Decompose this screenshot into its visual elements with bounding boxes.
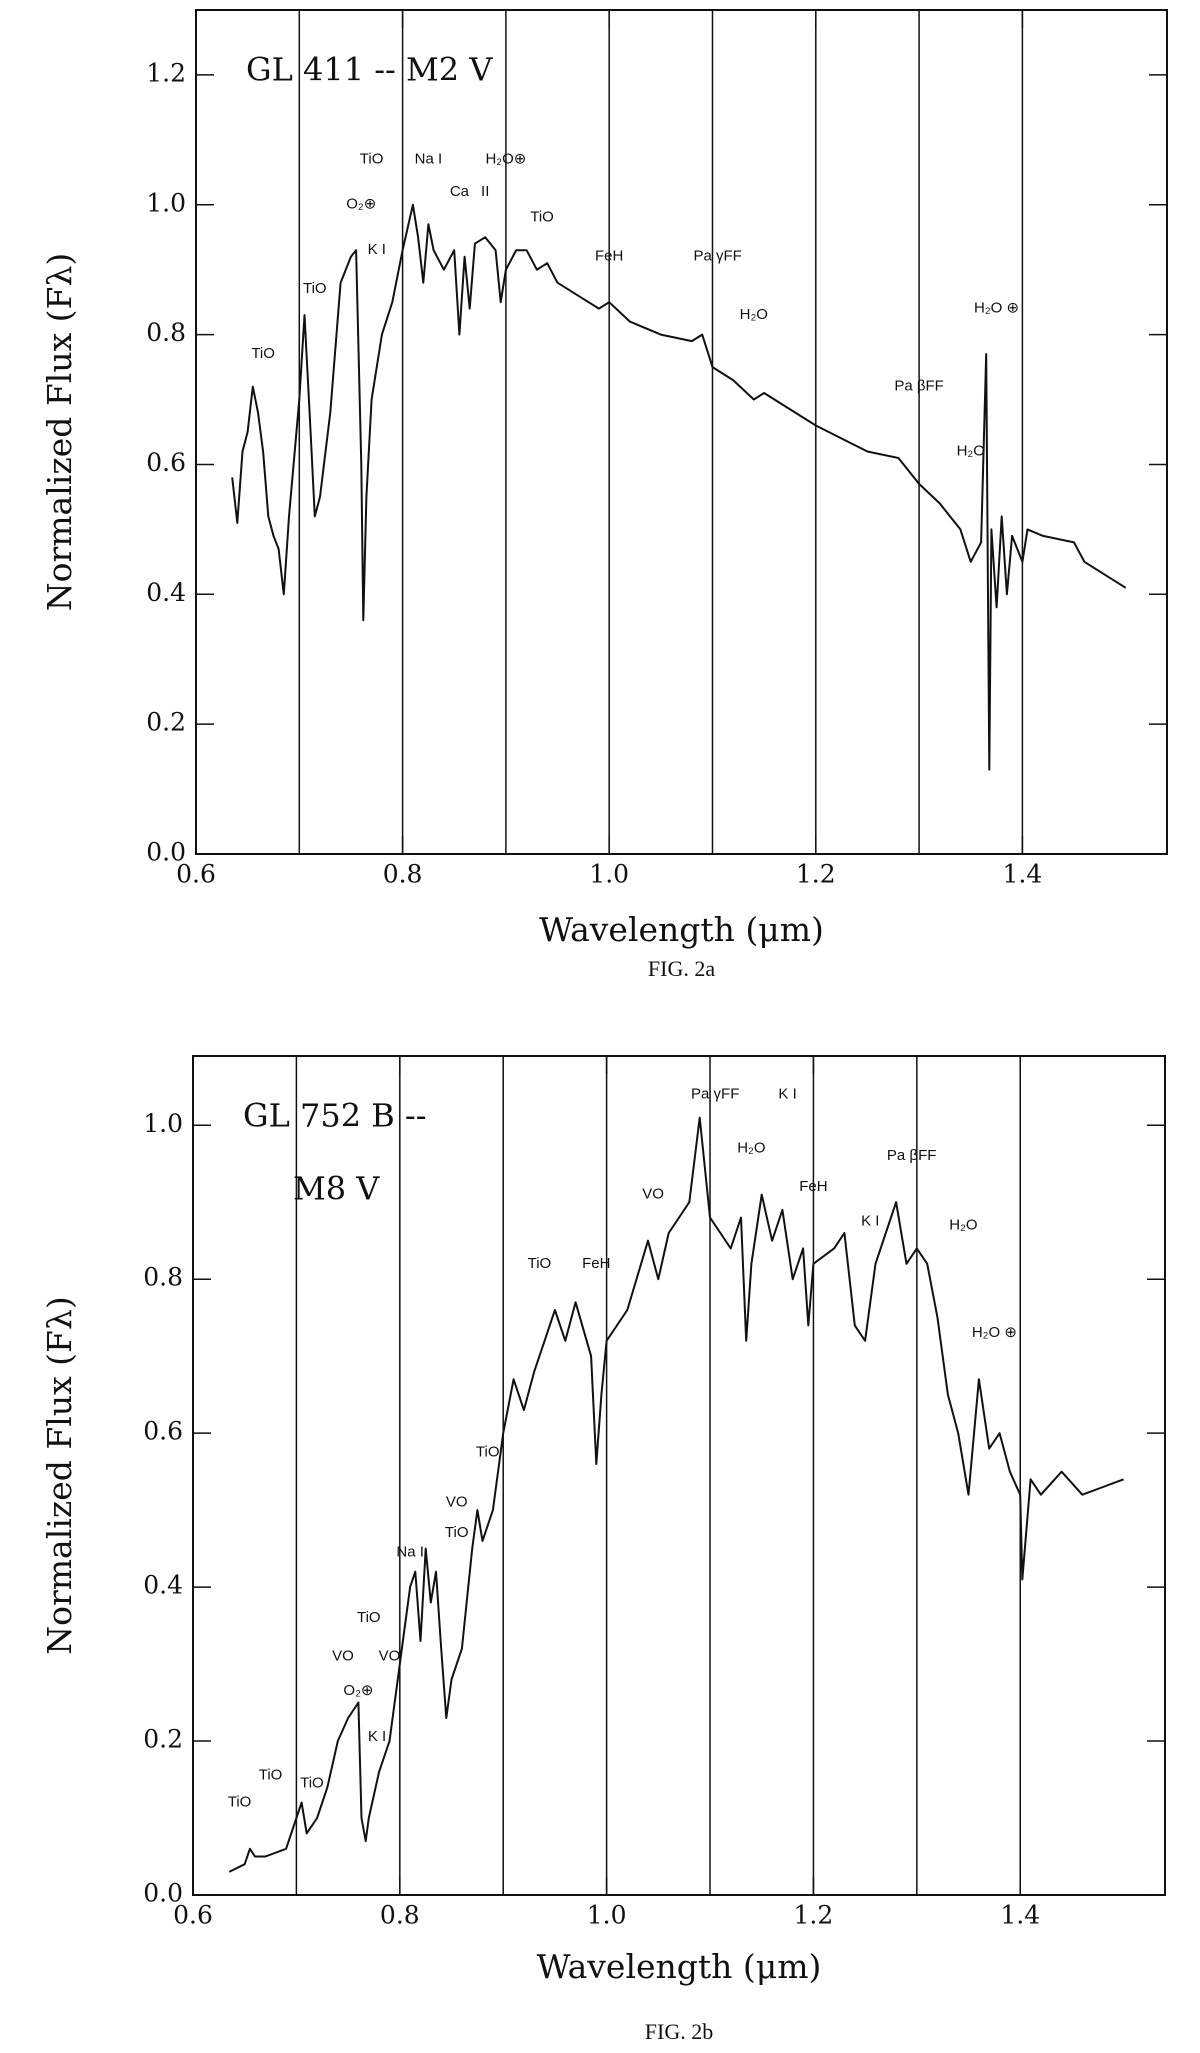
annotation: H₂O [740,306,768,323]
figure-caption: FIG. 2b [645,2019,713,2044]
x-tick-label: 1.4 [1003,860,1043,889]
annotation: TiO [228,1794,252,1811]
plot-frame [195,9,1168,855]
y-tick-label: 1.0 [146,188,186,217]
annotation: TiO [357,1609,381,1626]
y-tick-label: 0.2 [143,1725,183,1754]
spectrum-line [228,1116,1124,1873]
annotation: TiO [300,1774,324,1791]
annotation: K I [778,1085,796,1102]
x-tick-label: 1.2 [796,860,836,889]
annotation: TiO [528,1255,552,1272]
y-tick-label: 0.6 [146,448,186,477]
annotation: VO [379,1647,401,1664]
annotation: H₂O ⊕ [972,1324,1017,1341]
annotation: TiO [530,209,554,226]
y-tick-label: 0.0 [143,1879,183,1908]
annotation: TiO [303,280,327,297]
x-tick-label: 1.2 [794,1901,834,1930]
annotation: Pa βFF [887,1147,936,1164]
plot-frame [192,1055,1166,1896]
annotation: K I [861,1212,879,1229]
chart-title: GL 411 -- M2 V [246,51,493,89]
y-tick-label: 0.8 [143,1263,183,1292]
annotation: TiO [360,150,384,167]
x-tick-label: 1.0 [589,860,629,889]
chart-title: GL 752 B -- [243,1097,427,1135]
annotation: Ca [450,183,470,200]
x-tick-label: 1.0 [587,1901,627,1930]
x-tick-label: 1.4 [1000,1901,1040,1930]
annotation: FeH [799,1178,827,1195]
annotation: K I [368,241,386,258]
annotation: H₂O⊕ [485,150,526,167]
annotation: TiO [251,345,275,362]
annotation: H₂O [737,1139,765,1156]
y-tick-label: 0.2 [146,708,186,737]
annotation: II [481,183,489,200]
annotation: VO [642,1186,664,1203]
annotation: Na I [396,1543,424,1560]
y-tick-label: 0.4 [146,578,186,607]
annotation: FeH [595,248,623,265]
y-axis-label: Normalized Flux (Fλ) [40,253,79,612]
x-tick-label: 0.8 [380,1901,420,1930]
annotation: Pa γFF [691,1085,739,1102]
y-tick-label: 0.4 [143,1571,183,1600]
x-axis-label: Wavelength (μm) [537,1947,822,1986]
y-tick-label: 0.0 [146,838,186,867]
x-axis-label: Wavelength (μm) [539,910,824,949]
annotation: TiO [259,1767,283,1784]
annotation: FeH [582,1255,610,1272]
annotation: O₂⊕ [343,1682,373,1699]
annotation: Pa βFF [894,378,943,395]
annotation: VO [446,1493,468,1510]
annotation: VO [332,1647,354,1664]
annotation: TiO [476,1443,500,1460]
x-tick-label: 0.6 [173,1901,213,1930]
annotation: TiO [445,1524,469,1541]
y-tick-label: 1.0 [143,1109,183,1138]
y-tick-label: 1.2 [146,58,186,87]
annotation: H₂O [949,1216,977,1233]
annotation: Na I [415,150,443,167]
y-axis-label: Normalized Flux (Fλ) [40,1296,79,1655]
y-tick-label: 0.8 [146,318,186,347]
annotation: K I [368,1728,386,1745]
spectrum-line [231,203,1127,771]
x-tick-label: 0.6 [176,860,216,889]
chart-subtitle: M8 V [293,1170,380,1208]
annotation: O₂⊕ [346,196,376,213]
x-tick-label: 0.8 [383,860,423,889]
annotation: Pa γFF [693,248,741,265]
figure-caption: FIG. 2a [648,956,715,981]
annotation: H₂O [957,442,985,459]
y-tick-label: 0.6 [143,1417,183,1446]
annotation: H₂O ⊕ [974,300,1019,317]
